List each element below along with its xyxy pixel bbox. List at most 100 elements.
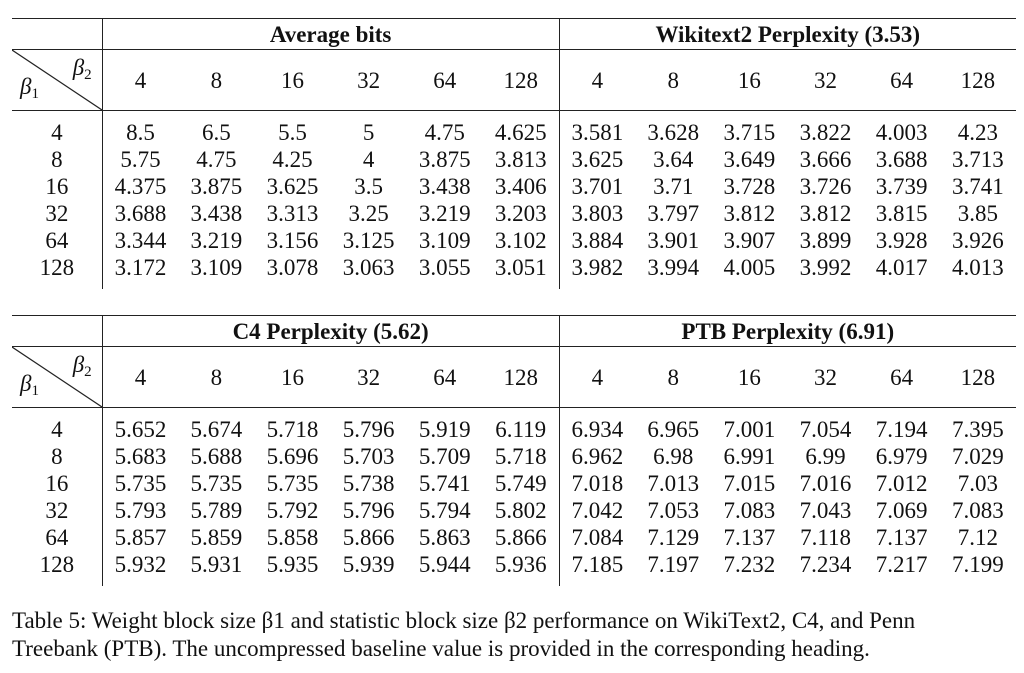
right-col-header: 8 [635, 346, 712, 408]
right-value-cell: 3.899 [799, 228, 852, 253]
right-value-cell: 3.739 [875, 174, 928, 199]
beta2-label: β2 [73, 54, 92, 89]
beta1-subscript: 1 [31, 383, 39, 399]
left-col-header: 4 [102, 49, 179, 111]
left-col-header: 32 [330, 346, 407, 408]
left-value-cell: 5.792 [266, 498, 319, 523]
left-value-cell: 5.749 [482, 470, 560, 497]
right-value-cell: 7.053 [647, 498, 700, 523]
right-value-cell: 3.688 [875, 147, 928, 172]
left-value-cell: 3.102 [482, 227, 560, 254]
left-col-header: 16 [254, 49, 331, 111]
right-value-cell: 3.982 [571, 255, 624, 280]
right-value-cell: 7.001 [723, 417, 776, 442]
right-value-cell: 3.812 [799, 201, 852, 226]
right-value-cell: 7.217 [875, 552, 928, 577]
right-col-header: 64 [863, 49, 940, 111]
beta1-label: β1 [20, 370, 39, 405]
beta1-label: β1 [20, 73, 39, 108]
left-value-cell: 5.794 [418, 498, 471, 523]
left-value-cell: 5.857 [114, 525, 167, 550]
left-col-header: 64 [406, 346, 483, 408]
beta1-row-header: 32 [12, 200, 103, 227]
left-value-cell: 3.438 [418, 174, 471, 199]
right-value-cell: 7.185 [571, 552, 624, 577]
right-value-cell: 3.822 [799, 120, 852, 145]
left-value-cell: 5.866 [342, 525, 395, 550]
left-value-cell: 5.709 [418, 444, 471, 469]
right-value-cell: 4.017 [875, 255, 928, 280]
right-col-header: 64 [863, 346, 940, 408]
right-value-cell: 7.043 [799, 498, 852, 523]
left-value-cell: 3.109 [418, 228, 471, 253]
left-value-cell: 5.718 [482, 443, 560, 470]
left-value-cell: 5.932 [114, 552, 167, 577]
left-value-cell: 5 [362, 120, 375, 145]
table-row: 16 4.375 3.875 3.625 3.5 3.438 3.406 3.701 3.71 3… [12, 173, 1016, 200]
right-value-cell: 3.701 [571, 174, 624, 199]
right-value-cell: 4.23 [957, 120, 998, 145]
left-value-cell: 5.703 [342, 444, 395, 469]
right-value-cell: 7.199 [952, 552, 1004, 577]
left-value-cell: 3.156 [266, 228, 319, 253]
beta1-row-header: 128 [12, 551, 103, 578]
right-value-cell: 7.12 [957, 525, 998, 550]
right-value-cell: 7.083 [723, 498, 776, 523]
left-value-cell: 5.735 [114, 471, 167, 496]
left-value-cell: 4.625 [482, 119, 560, 146]
left-col-header: 8 [178, 49, 255, 111]
left-value-cell: 3.625 [266, 174, 319, 199]
right-value-cell: 7.084 [571, 525, 624, 550]
beta1-row-header: 8 [12, 443, 103, 470]
table-row: 32 5.793 5.789 5.792 5.796 5.794 5.802 7.042 7.0… [12, 497, 1016, 524]
right-value-cell: 3.994 [647, 255, 700, 280]
right-value-cell: 7.03 [957, 471, 998, 496]
table-row: 128 5.932 5.931 5.935 5.939 5.944 5.936 7.185 7.… [12, 551, 1016, 578]
beta1-row-header: 64 [12, 227, 103, 254]
right-value-cell: 7.232 [723, 552, 776, 577]
right-value-cell: 3.928 [875, 228, 928, 253]
left-value-cell: 5.683 [114, 444, 167, 469]
right-value-cell: 7.197 [647, 552, 700, 577]
right-value-cell: 3.901 [647, 228, 700, 253]
left-value-cell: 5.741 [418, 471, 471, 496]
right-value-cell: 3.85 [957, 201, 998, 226]
left-col-header: 16 [254, 346, 331, 408]
left-value-cell: 3.406 [482, 173, 560, 200]
right-value-cell: 6.991 [723, 444, 776, 469]
right-value-cell: 7.015 [723, 471, 776, 496]
left-value-cell: 5.652 [114, 417, 167, 442]
left-value-cell: 3.219 [418, 201, 471, 226]
beta1-row-header: 4 [12, 119, 103, 146]
table-row: 128 3.172 3.109 3.078 3.063 3.055 3.051 3.982 3.… [12, 254, 1016, 281]
beta1-subscript: 1 [31, 86, 39, 102]
table-row: 64 3.344 3.219 3.156 3.125 3.109 3.102 3.884 3.9… [12, 227, 1016, 254]
right-value-cell: 3.797 [647, 201, 700, 226]
right-value-cell: 3.666 [799, 147, 852, 172]
left-value-cell: 5.939 [342, 552, 395, 577]
right-col-header: 32 [787, 49, 864, 111]
left-value-cell: 5.796 [342, 498, 395, 523]
left-value-cell: 3.313 [266, 201, 319, 226]
left-value-cell: 3.055 [418, 255, 471, 280]
caption-line-2: Treebank (PTB). The uncompressed baselin… [12, 636, 870, 661]
left-value-cell: 5.858 [266, 525, 319, 550]
table-row: 16 5.735 5.735 5.735 5.738 5.741 5.749 7.018 7.0… [12, 470, 1016, 497]
left-value-cell: 5.931 [190, 552, 243, 577]
right-value-cell: 7.194 [875, 417, 928, 442]
left-value-cell: 5.718 [266, 417, 319, 442]
right-value-cell: 6.965 [647, 417, 700, 442]
left-value-cell: 3.063 [342, 255, 395, 280]
left-value-cell: 5.696 [266, 444, 319, 469]
left-value-cell: 4 [362, 147, 375, 172]
right-value-cell: 4.013 [952, 255, 1004, 280]
right-value-cell: 6.979 [875, 444, 928, 469]
left-value-cell: 5.735 [266, 471, 319, 496]
beta1-symbol: β [20, 74, 32, 99]
right-value-cell: 3.741 [952, 174, 1004, 199]
table-row: 8 5.75 4.75 4.25 4 3.875 3.813 3.625 3.64 3.649 3.… [12, 146, 1016, 173]
left-value-cell: 3.875 [190, 174, 243, 199]
left-value-cell: 3.875 [418, 147, 471, 172]
right-value-cell: 7.029 [952, 444, 1004, 469]
right-col-header: 16 [711, 49, 788, 111]
